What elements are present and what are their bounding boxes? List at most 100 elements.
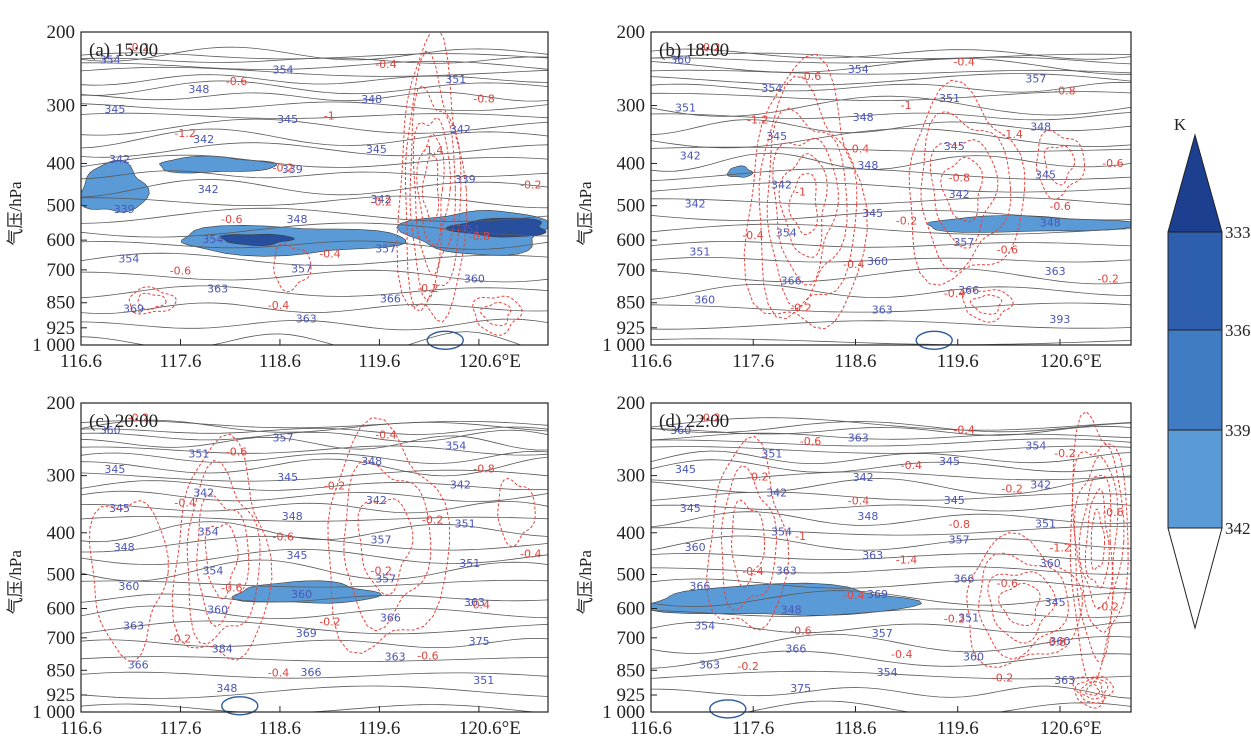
y-tick-label: 925 bbox=[47, 685, 76, 706]
y-tick-label: 700 bbox=[617, 628, 646, 649]
y-tick-label: 850 bbox=[617, 293, 646, 314]
colorbar-segment bbox=[1167, 329, 1223, 431]
omega-contour-line bbox=[88, 500, 169, 662]
theta-contour-line bbox=[651, 432, 1131, 441]
omega-contour-line bbox=[137, 292, 167, 311]
theta-contour-line bbox=[81, 685, 548, 699]
theta-contour-line bbox=[81, 450, 548, 464]
shade-dark bbox=[446, 217, 547, 238]
omega-label: -0.4 bbox=[944, 287, 965, 300]
omega-label: -0.4 bbox=[268, 667, 289, 680]
omega-contour-line bbox=[409, 84, 456, 302]
theta-contour-line bbox=[651, 119, 1131, 136]
theta-contour-line bbox=[81, 490, 548, 502]
x-tick-label: 120.6°E bbox=[459, 351, 521, 372]
theta-contour-line bbox=[651, 438, 1131, 447]
theta-contour-line bbox=[81, 535, 548, 553]
theta-label: 366 bbox=[785, 643, 806, 656]
panel-title: (c) 20:00 bbox=[89, 411, 158, 432]
theta-contour-line bbox=[81, 195, 548, 209]
omega-contour-line bbox=[497, 477, 536, 548]
theta-contour-line bbox=[651, 670, 1131, 680]
theta-label: 363 bbox=[207, 283, 228, 296]
omega-label: -1.2 bbox=[747, 113, 768, 126]
omega-label: -0.2 bbox=[319, 616, 340, 629]
theta-label: 351 bbox=[939, 92, 960, 105]
omega-contour-line bbox=[327, 416, 451, 654]
omega-contour-line bbox=[472, 295, 523, 336]
theta-label: 345 bbox=[944, 140, 965, 153]
omega-label: -0.6 bbox=[997, 577, 1018, 590]
theta-contour-line bbox=[651, 445, 1131, 454]
x-tick-label: 119.6 bbox=[937, 718, 979, 739]
location-ellipse-marker bbox=[221, 696, 259, 716]
theta-contour-line bbox=[651, 52, 1131, 60]
theta-label: 354 bbox=[202, 565, 223, 578]
theta-contour-line bbox=[651, 566, 1131, 575]
omega-contour-line bbox=[940, 156, 984, 222]
theta-label: 342 bbox=[771, 178, 792, 191]
location-ellipse-marker bbox=[709, 699, 747, 719]
omega-label: -0.6 bbox=[273, 531, 294, 544]
omega-label: -0.6 bbox=[221, 582, 242, 595]
y-tick-label: 850 bbox=[47, 660, 76, 681]
omega-contour-line bbox=[204, 523, 239, 600]
omega-contour-line bbox=[908, 79, 1026, 286]
omega-contour-line bbox=[788, 173, 818, 236]
omega-contour-line bbox=[396, 32, 468, 323]
colorbar-level-label: 342 bbox=[1225, 519, 1251, 538]
theta-contour-line bbox=[651, 168, 1131, 181]
omega-label: -0.4 bbox=[174, 497, 195, 510]
theta-contour-line bbox=[81, 521, 548, 543]
colorbar: K 333 336 339 342 bbox=[1167, 115, 1251, 630]
theta-contour-line bbox=[81, 170, 548, 180]
theta-label: 354 bbox=[118, 253, 139, 266]
omega-contour-line bbox=[479, 301, 512, 327]
omega-label: -0.8 bbox=[1054, 84, 1075, 97]
theta-contour-line bbox=[81, 435, 548, 451]
x-tick-label: 117.6 bbox=[732, 718, 774, 739]
theta-label: 345 bbox=[287, 549, 308, 562]
theta-label: 342 bbox=[198, 183, 219, 196]
theta-contour-line bbox=[81, 671, 548, 679]
theta-label: 366 bbox=[958, 284, 979, 297]
omega-contour-line bbox=[1073, 456, 1119, 633]
theta-contour-line bbox=[651, 338, 1131, 345]
x-tick-label: 116.6 bbox=[630, 351, 672, 372]
omega-contour-line bbox=[778, 153, 828, 258]
omega-label: -1 bbox=[324, 110, 335, 123]
theta-contour-line bbox=[651, 128, 1131, 149]
colorbar-level-label: 333 bbox=[1225, 223, 1251, 242]
x-tick-label: 118.6 bbox=[259, 351, 301, 372]
theta-contour-line bbox=[81, 207, 548, 224]
theta-label: 357 bbox=[375, 243, 396, 256]
omega-label: -0.4 bbox=[469, 599, 490, 612]
theta-contour-line bbox=[81, 91, 548, 102]
theta-label: 342 bbox=[766, 486, 787, 499]
theta-contour-line bbox=[651, 257, 1131, 263]
y-tick-label: 700 bbox=[47, 260, 76, 281]
omega-label: -0.6 bbox=[1102, 157, 1123, 170]
theta-label: 348 bbox=[282, 510, 303, 523]
y-tick-label: 200 bbox=[47, 22, 76, 43]
theta-contour-line bbox=[81, 154, 548, 168]
theta-label: 348 bbox=[853, 111, 874, 124]
x-tick-label: 118.6 bbox=[259, 718, 301, 739]
theta-contour-line bbox=[651, 425, 1131, 436]
omega-label: -0.6 bbox=[790, 624, 811, 637]
theta-contour-line bbox=[651, 48, 1131, 60]
theta-contour-line bbox=[81, 101, 548, 112]
theta-label: 354 bbox=[100, 53, 121, 66]
theta-contour-line bbox=[651, 56, 1131, 65]
theta-contour-line bbox=[81, 605, 548, 620]
theta-label: 354 bbox=[761, 82, 782, 95]
theta-label: 351 bbox=[455, 518, 476, 531]
x-tick-label: 119.6 bbox=[937, 351, 979, 372]
omega-label: -0.4 bbox=[848, 494, 869, 507]
theta-label: 351 bbox=[958, 612, 979, 625]
theta-contour-line bbox=[651, 57, 1131, 75]
theta-contour-line bbox=[81, 429, 548, 443]
theta-contour-line bbox=[81, 46, 548, 62]
theta-label: 360 bbox=[694, 294, 715, 307]
theta-contour-line bbox=[651, 503, 1131, 512]
